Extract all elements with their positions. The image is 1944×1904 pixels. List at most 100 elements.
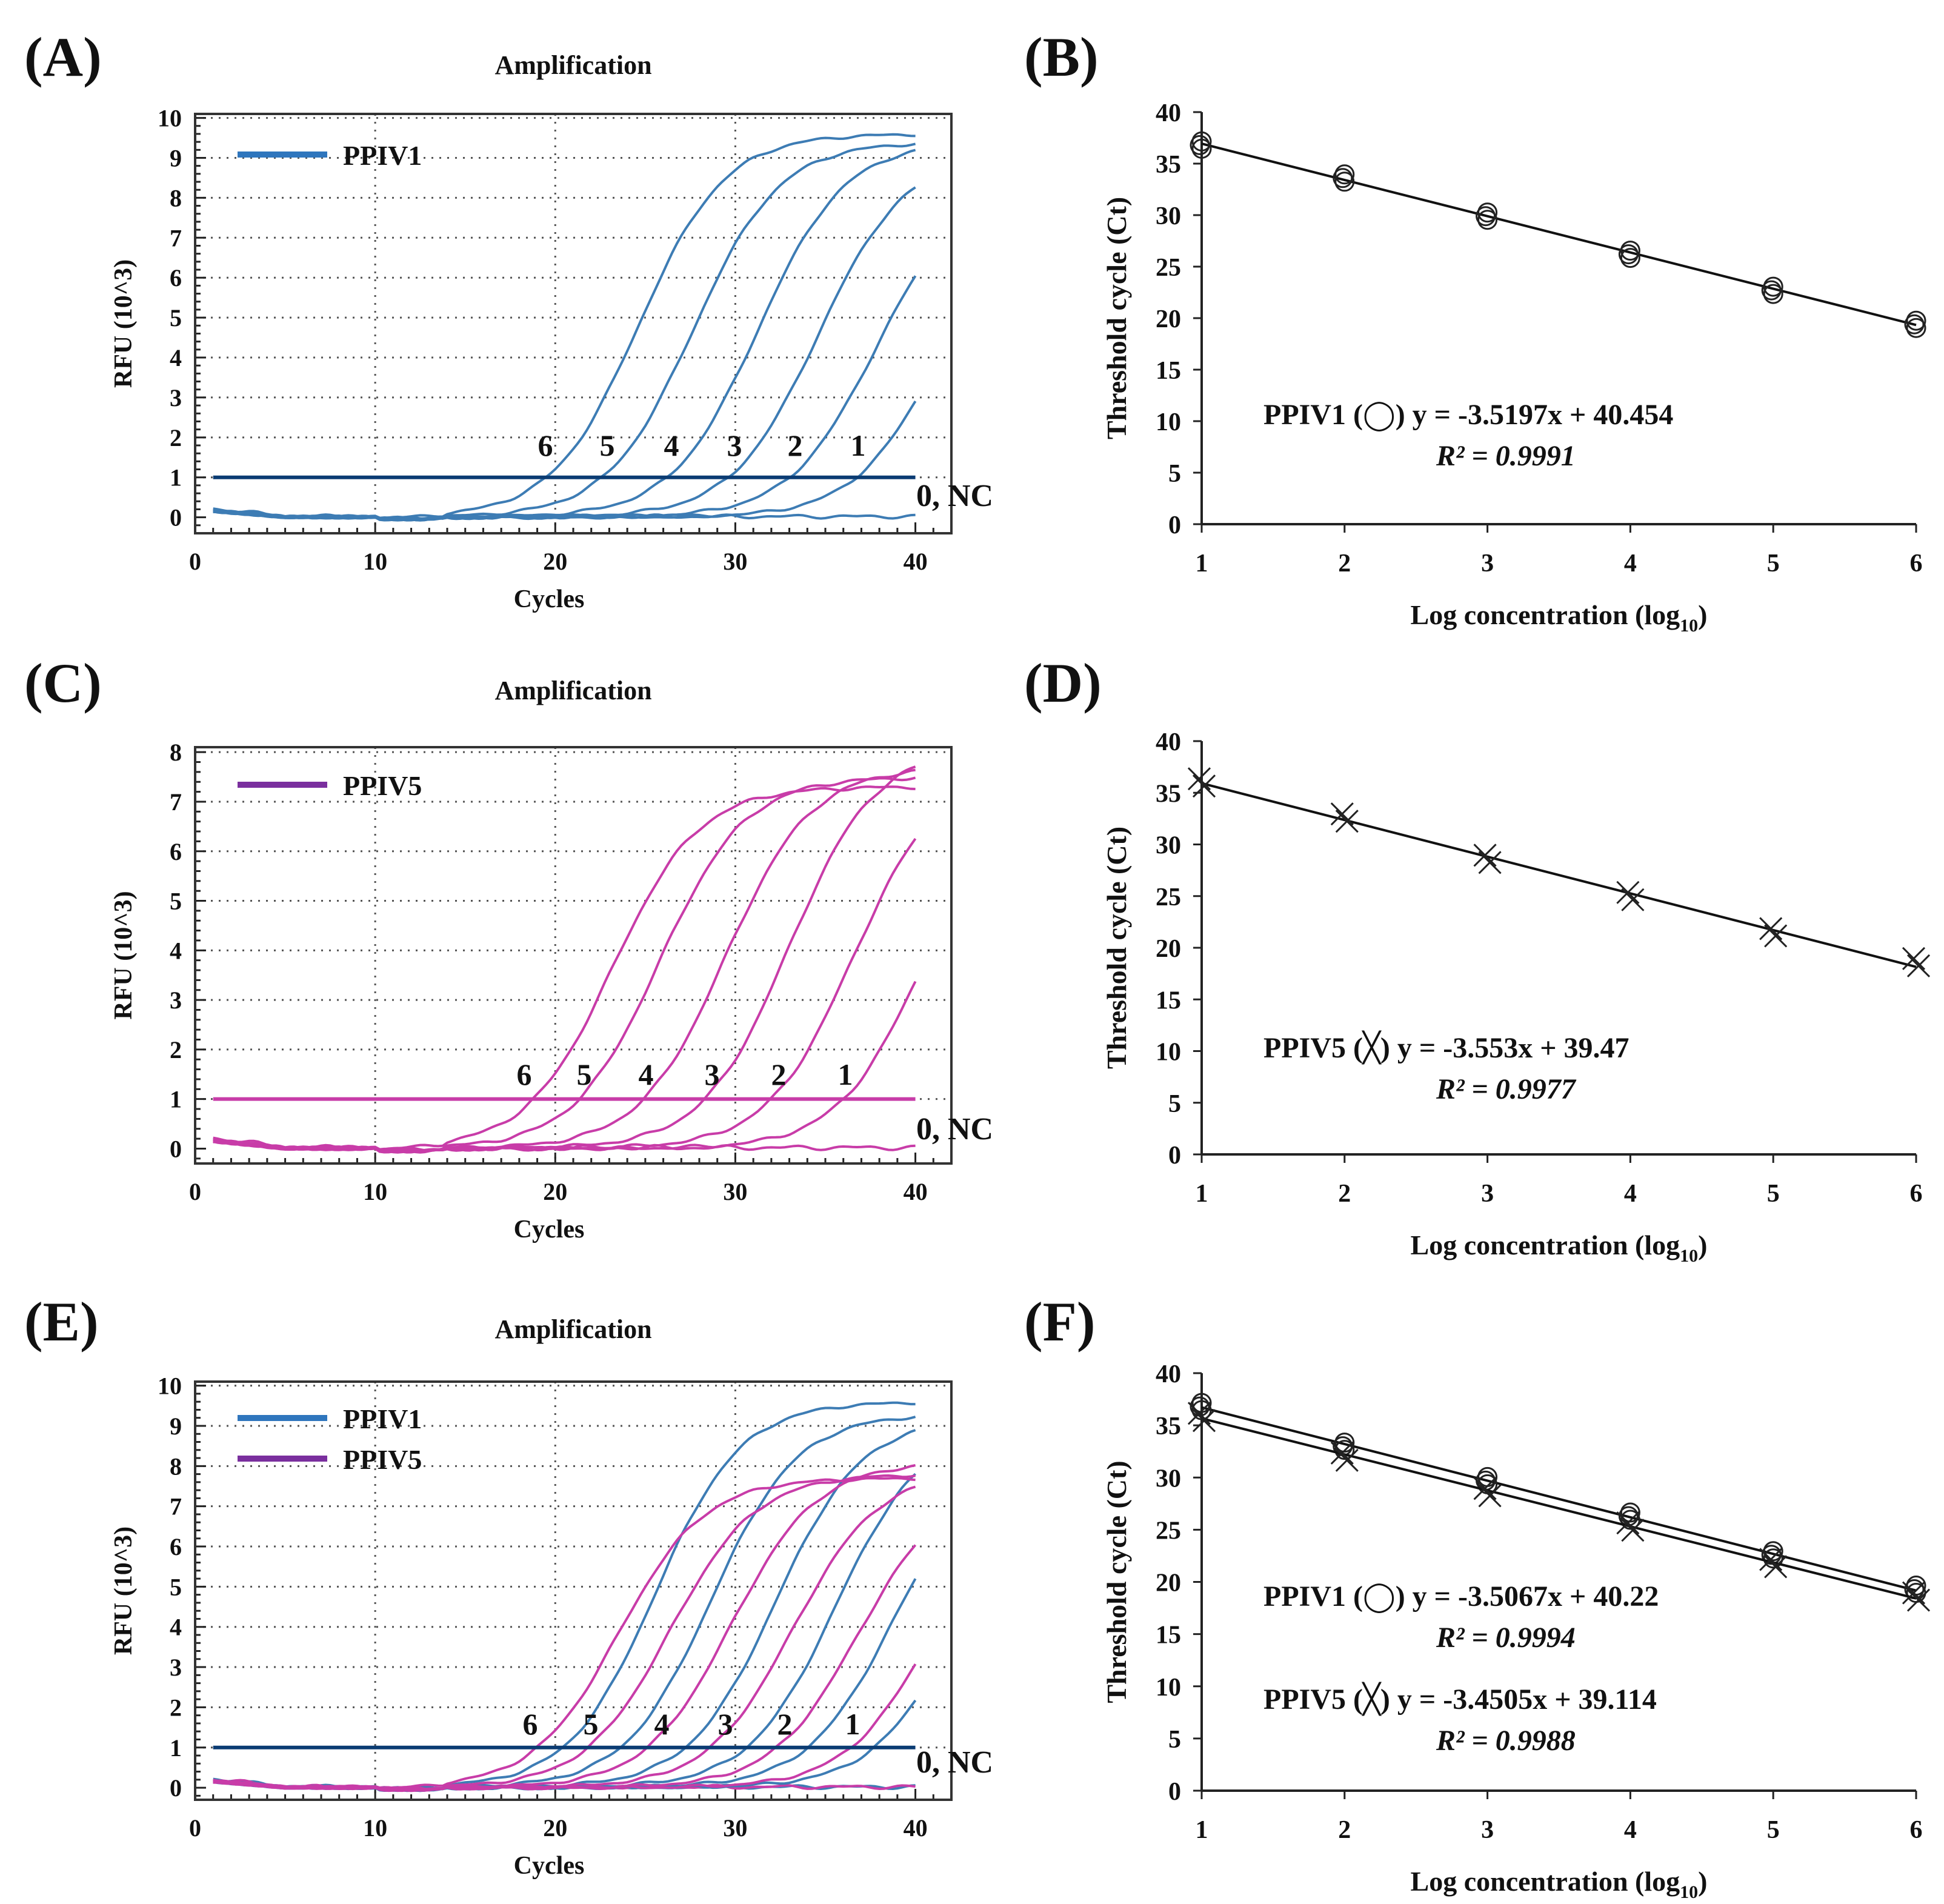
y-tick-label: 5 [170, 1573, 182, 1600]
data-point-ppiv5 [1473, 844, 1497, 867]
curve-label-4: 4 [639, 1057, 654, 1091]
r-squared-ppiv1: R² = 0.9991 [1436, 440, 1576, 472]
y-tick-label: 6 [170, 838, 182, 865]
x-axis-label: Cycles [514, 585, 585, 613]
data-point-ppiv5 [1764, 1555, 1788, 1579]
legend-label-ppiv5: PPIV5 [343, 770, 422, 801]
data-point-ppiv1 [1620, 241, 1640, 261]
curve-label-5: 5 [600, 428, 615, 462]
panel-label: (D) [1024, 652, 1102, 714]
y-tick-label: 2 [170, 1694, 182, 1721]
amplification-curve-ppiv1-1 [213, 401, 917, 522]
data-point-ppiv5 [1764, 924, 1788, 948]
data-point-ppiv5 [1330, 1441, 1354, 1465]
y-tick-label: 30 [1156, 832, 1181, 860]
data-point-ppiv1 [1906, 310, 1926, 331]
plot-area [195, 747, 951, 1163]
data-point-ppiv5 [1187, 767, 1211, 791]
equation-ppiv5: PPIV5 (╳) y = -3.553x + 39.47 [1263, 1030, 1629, 1065]
y-axis-label: Threshold cycle (Ct) [1101, 827, 1132, 1069]
data-point-ppiv1 [1477, 210, 1498, 230]
data-point-ppiv5 [1330, 802, 1354, 826]
y-axis-label: Threshold cycle (Ct) [1101, 197, 1132, 439]
data-point-ppiv5 [1902, 1581, 1926, 1605]
equation-ppiv1: PPIV1 (◯) y = -3.5067x + 40.22 [1263, 1580, 1659, 1613]
y-tick-label: 1 [170, 1734, 182, 1762]
y-tick-label: 0 [1168, 1778, 1181, 1806]
data-point-ppiv5 [1335, 1448, 1359, 1472]
curve-label-1: 1 [838, 1057, 853, 1091]
x-tick-label: 1 [1196, 550, 1208, 578]
y-tick-label: 1 [170, 464, 182, 491]
x-tick-label: 5 [1767, 1180, 1780, 1208]
y-tick-label: 0 [170, 504, 182, 531]
data-point-ppiv5 [1192, 774, 1216, 798]
curve-label-6: 6 [538, 428, 553, 462]
r-squared-ppiv5: R² = 0.9988 [1436, 1725, 1576, 1757]
y-tick-label: 15 [1156, 987, 1181, 1014]
nc-label: 0, NC [916, 1112, 993, 1147]
y-axis-label: Threshold cycle (Ct) [1101, 1460, 1132, 1703]
legend-label-ppiv1: PPIV1 [343, 1403, 422, 1434]
y-tick-label: 40 [1156, 99, 1181, 127]
y-tick-label: 35 [1156, 780, 1181, 808]
x-tick-label: 30 [723, 1814, 747, 1842]
curve-label-3: 3 [727, 428, 742, 462]
x-tick-label: 4 [1624, 550, 1637, 578]
data-point-ppiv5 [1759, 1548, 1783, 1571]
y-tick-label: 40 [1156, 1360, 1181, 1388]
y-tick-label: 25 [1156, 254, 1181, 282]
data-point-ppiv1 [1761, 280, 1782, 301]
data-point-ppiv5 [1473, 1477, 1497, 1500]
y-tick-label: 8 [170, 184, 182, 211]
y-tick-label: 5 [170, 304, 182, 331]
y-tick-label: 6 [170, 1533, 182, 1560]
data-point-ppiv5 [1906, 1588, 1931, 1612]
plot-frame [194, 746, 953, 1165]
y-tick-label: 3 [170, 987, 182, 1014]
data-point-ppiv1 [1190, 135, 1210, 155]
data-point-ppiv5 [1902, 947, 1926, 970]
data-point-ppiv5 [1187, 1402, 1211, 1425]
curve-label-4: 4 [654, 1707, 670, 1741]
y-tick-label: 6 [170, 264, 182, 291]
y-tick-label: 2 [170, 1036, 182, 1064]
amplification-plot-a: (A) Amplification 0 10 20 30 40 0 1 2 3 4 5 6 7 8 9 10 Cyc… [24, 26, 993, 613]
y-tick-label: 40 [1156, 728, 1181, 756]
data-point-ppiv5 [1759, 917, 1783, 940]
y-tick-label: 15 [1156, 357, 1181, 385]
x-tick-label: 4 [1624, 1816, 1637, 1844]
x-tick-label: 40 [904, 1814, 928, 1842]
y-tick-label: 25 [1156, 1517, 1181, 1545]
r-squared-ppiv5: R² = 0.9977 [1436, 1073, 1577, 1105]
panel-label: (A) [24, 26, 102, 88]
y-tick-label: 0 [170, 1774, 182, 1802]
data-point-ppiv1 [1333, 168, 1353, 188]
fit-line-ppiv5 [1201, 1417, 1917, 1600]
data-point-ppiv1 [1620, 248, 1640, 268]
x-tick-label: 3 [1481, 1816, 1494, 1844]
curve-label-5: 5 [577, 1057, 592, 1091]
amplification-plot-c: (C) Amplification 0 10 20 30 40 0 1 2 3 4 5 6 7 8 Cycles… [24, 652, 993, 1243]
data-point-ppiv1 [1763, 284, 1783, 304]
curve-label-2: 2 [788, 428, 803, 462]
x-tick-label: 5 [1767, 550, 1780, 578]
nc-label: 0, NC [916, 1745, 993, 1780]
y-axis-label: RFU (10^3) [110, 1526, 138, 1655]
curve-label-2: 2 [777, 1707, 793, 1741]
y-tick-label: 7 [170, 224, 182, 251]
data-point-ppiv1 [1191, 131, 1212, 151]
y-tick-label: 10 [1156, 1674, 1181, 1702]
x-tick-label: 0 [189, 548, 201, 575]
y-tick-label: 0 [170, 1135, 182, 1162]
curve-label-3: 3 [705, 1057, 720, 1091]
panel-label: (B) [1024, 26, 1099, 88]
y-tick-label: 20 [1156, 1569, 1181, 1597]
y-tick-label: 0 [1168, 511, 1181, 539]
data-point-ppiv5 [1192, 1409, 1216, 1433]
x-tick-label: 10 [363, 1178, 387, 1205]
x-axis-label: Log concentration (log10) [1411, 599, 1708, 636]
x-tick-label: 2 [1338, 550, 1351, 578]
x-axis-label: Cycles [514, 1852, 585, 1880]
y-tick-label: 20 [1156, 305, 1181, 333]
